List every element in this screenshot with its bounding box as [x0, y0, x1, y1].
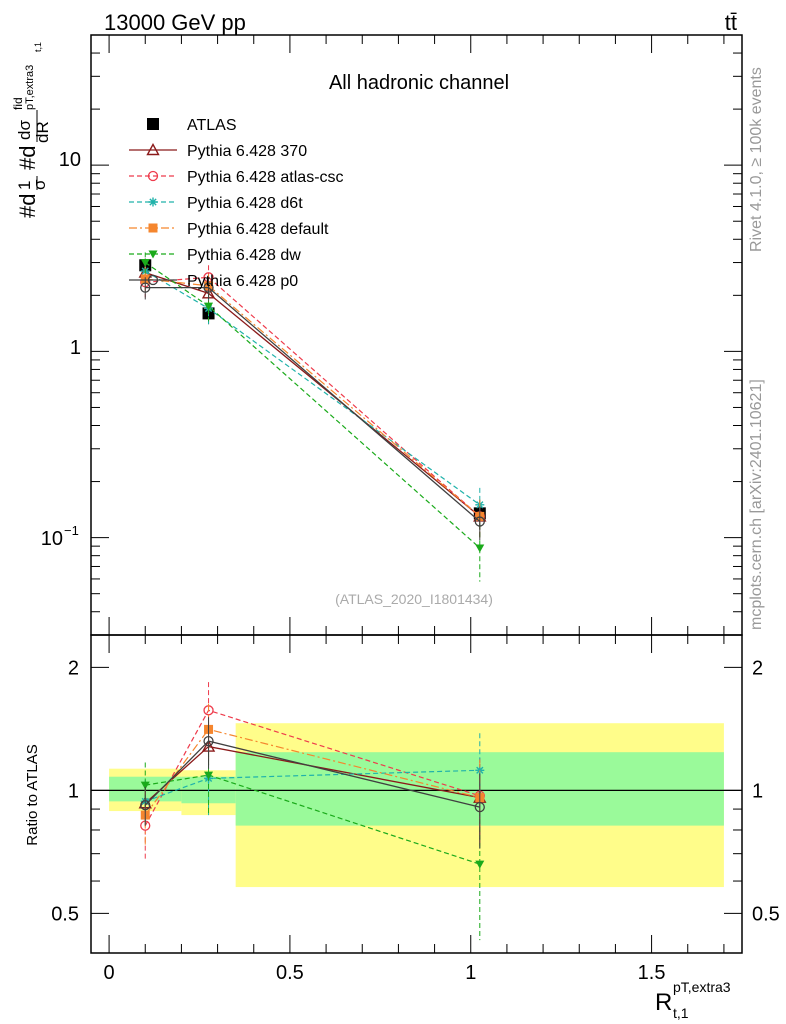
legend-label-atlas: ATLAS	[187, 117, 237, 134]
ylabel-dr: dR	[33, 121, 52, 143]
chart-title: All hadronic channel	[329, 72, 509, 94]
point-pythia-6-428-dw	[140, 259, 150, 268]
series-pythia-6-428-dw	[140, 252, 485, 582]
ratio-ylabel: Ratio to ATLAS	[24, 744, 41, 845]
main-panel: All hadronic channel (ATLAS_2020_I180143…	[11, 34, 743, 636]
ratio-series-pythia-6-428-p0	[140, 717, 485, 849]
source-label: mcplots.cern.ch [arXiv:2401.10621]	[748, 379, 765, 630]
legend-entry-pythia-6-428-d6t: Pythia 6.428 d6t	[129, 195, 303, 212]
ratio-point-pythia-6-428-p0	[474, 801, 485, 813]
ratio-ytick-label-right: 1	[752, 780, 763, 802]
xtick-label: 0	[104, 962, 115, 984]
series-line-pythia-6-428-dw	[144, 262, 481, 549]
point-pythia-6-428-p0	[474, 516, 485, 527]
legend-label-pythia-6-428-370: Pythia 6.428 370	[187, 143, 307, 160]
legend-entry-pythia-6-428-atlas-csc: Pythia 6.428 atlas-csc	[129, 169, 344, 186]
series-line-pythia-6-428-370	[145, 271, 481, 517]
legend-entry-pythia-6-428-370: Pythia 6.428 370	[129, 143, 307, 160]
legend-marker-pythia-6-428-p0	[147, 274, 159, 286]
ratio-ytick-label-left: 1	[68, 780, 79, 802]
point-pythia-6-428-p0	[140, 282, 151, 293]
xlabel-superscript: pT,extra3	[673, 979, 731, 995]
ratio-series	[138, 682, 487, 941]
legend-marker-pythia-6-428-d6t	[148, 197, 158, 207]
ratio-ytick-label-right: 2	[752, 657, 763, 679]
ratio-point-pythia-6-428-dw	[140, 781, 150, 790]
series-line-pythia-6-428-d6t	[144, 270, 481, 506]
ylabel-pt-extra3: pT,extra3	[24, 65, 36, 110]
xtick-label: 0.5	[276, 962, 304, 984]
point-pythia-6-428-dw	[475, 544, 485, 553]
rivet-version-label: Rivet 4.1.0, ≥ 100k events	[748, 67, 765, 252]
legend-entry-pythia-6-428-p0: Pythia 6.428 p0	[129, 273, 298, 290]
ytick-label-0p1-exponent: −1	[64, 523, 79, 538]
main-axis-ticks	[91, 34, 742, 636]
ylabel-t1: t,1	[33, 42, 43, 52]
ylabel-d1: #d	[15, 194, 40, 218]
legend-marker-pythia-6-428-default	[148, 223, 158, 233]
ytick-label-10: 10	[59, 149, 81, 171]
point-pythia-6-428-p0	[203, 282, 214, 293]
xlabel-subscript: t,1	[673, 1005, 689, 1021]
series-atlas	[139, 258, 486, 527]
energy-label: 13000 GeV pp	[104, 10, 246, 35]
xlabel: R pT,extra3 t,1	[655, 979, 731, 1021]
process-label: tt̄	[725, 10, 737, 35]
ylabel-one: 1	[15, 181, 34, 190]
ratio-ytick-label-left: 0.5	[51, 903, 79, 925]
ratio-ytick-label-right: 0.5	[752, 903, 780, 925]
legend-marker-pythia-6-428-atlas-csc	[147, 170, 159, 182]
series-pythia-6-428-d6t	[140, 261, 485, 527]
series-pythia-6-428-p0	[140, 277, 485, 541]
ratio-frame	[90, 634, 743, 954]
xlabel-r: R	[655, 989, 672, 1016]
ratio-point-pythia-6-428-dw	[475, 860, 485, 869]
series-line-pythia-6-428-p0	[145, 286, 481, 523]
series-pythia-6-428-atlas-csc	[140, 265, 485, 538]
legend-label-pythia-6-428-atlas-csc: Pythia 6.428 atlas-csc	[187, 169, 344, 186]
legend-label-pythia-6-428-d6t: Pythia 6.428 d6t	[187, 195, 303, 212]
ylabel-fid: fid	[11, 97, 25, 110]
legend-entry-pythia-6-428-dw: Pythia 6.428 dw	[129, 247, 301, 264]
legend-marker-pythia-6-428-dw	[148, 250, 158, 259]
ytick-label-1: 1	[70, 337, 81, 359]
legend-marker-pythia-6-428-370	[146, 143, 160, 156]
legend-marker-atlas	[147, 118, 159, 130]
ratio-point-pythia-6-428-p0	[203, 735, 214, 747]
point-pythia-6-428-dw	[204, 302, 214, 311]
xtick-label: 1.5	[638, 962, 666, 984]
ratio-point-pythia-6-428-p0	[140, 800, 151, 811]
legend-label-pythia-6-428-dw: Pythia 6.428 dw	[187, 247, 301, 264]
legend-entry-pythia-6-428-default: Pythia 6.428 default	[129, 221, 329, 238]
legend: ATLAS Pythia 6.428 370 Pythia 6.428 atlas-…	[129, 117, 344, 290]
main-ylabel: #d 1 σ #d dσ fid dR pT,extra3 t,1	[11, 42, 52, 218]
ratio-panel: Ratio to ATLAS 0.5 0.5 1 1 2 2 0 0.5 1 1.5 R pT,e…	[24, 634, 780, 1021]
legend-label-pythia-6-428-default: Pythia 6.428 default	[187, 221, 329, 238]
series-pythia-6-428-default	[140, 266, 485, 538]
legend-label-pythia-6-428-p0: Pythia 6.428 p0	[187, 273, 298, 290]
legend-entry-atlas: ATLAS	[147, 117, 237, 134]
ylabel-dsigma: dσ	[15, 120, 34, 140]
ratio-point-pythia-6-428-d6t	[475, 765, 485, 775]
ratio-tick-labels: 0.5 0.5 1 1 2 2 0 0.5 1 1.5	[51, 657, 780, 984]
ytick-label-0p1-base: 10	[41, 528, 63, 550]
ylabel-d2: #d	[15, 146, 40, 170]
ratio-point-pythia-6-428-dw	[204, 771, 214, 780]
xtick-label: 1	[465, 962, 476, 984]
series-line-pythia-6-428-default	[145, 278, 481, 517]
series-pythia-6-428-370	[138, 265, 487, 530]
series-line-pythia-6-428-atlas-csc	[145, 276, 481, 517]
ratio-line-pythia-6-428-default	[144, 728, 480, 816]
ratio-ytick-label-left: 2	[68, 657, 79, 679]
analysis-watermark: (ATLAS_2020_I1801434)	[335, 591, 493, 607]
main-series	[138, 252, 487, 582]
ylabel-sigma: σ	[30, 179, 49, 190]
